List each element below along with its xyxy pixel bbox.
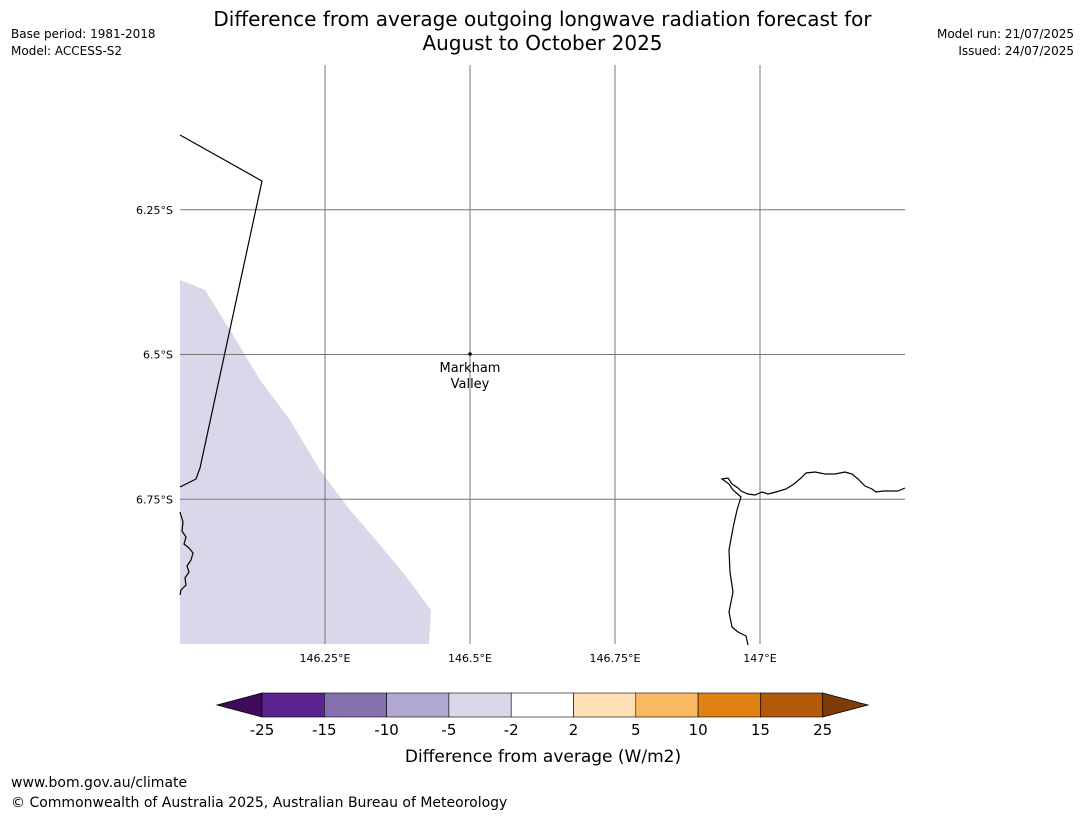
colorbar-segment bbox=[448, 692, 512, 718]
colorbar-legend bbox=[215, 692, 870, 718]
coastline-west bbox=[179, 511, 194, 596]
colorbar-tick-label: 15 bbox=[751, 721, 770, 739]
colorbar-segment bbox=[510, 692, 574, 718]
title-line-1: Difference from average outgoing longwav… bbox=[213, 7, 872, 31]
colorbar-tick-label: -2 bbox=[504, 721, 519, 739]
colorbar-tick-label: 5 bbox=[631, 721, 641, 739]
location-label-line-2: Valley bbox=[451, 377, 490, 392]
colorbar-tick-label: -5 bbox=[441, 721, 456, 739]
model-text: Model: ACCESS-S2 bbox=[11, 44, 123, 58]
colorbar-tick-label: 25 bbox=[813, 721, 832, 739]
latitude-label: 6.75°S bbox=[136, 493, 173, 506]
colorbar-extend-right bbox=[822, 692, 870, 718]
colorbar-segment bbox=[573, 692, 637, 718]
latitude-label: 6.5°S bbox=[143, 349, 173, 362]
page-title: Difference from average outgoing longwav… bbox=[180, 7, 905, 55]
longitude-label: 146.5°E bbox=[448, 652, 492, 665]
shaded-region bbox=[180, 280, 431, 644]
longitude-labels: 146.25°E 146.5°E 146.75°E 147°E bbox=[300, 652, 777, 665]
map-area: Markham Valley 146.25°E 146.5°E 146.75°E 14… bbox=[136, 65, 906, 665]
meta-right: Model run: 21/07/2025 Issued: 24/07/2025 bbox=[937, 26, 1074, 60]
map-grid bbox=[180, 65, 905, 644]
colorbar-segment bbox=[261, 692, 325, 718]
colorbar-segment bbox=[635, 692, 699, 718]
colorbar-tick-labels: -25 -15 -10 -5 -2 2 5 10 15 25 bbox=[250, 721, 832, 739]
colorbar-tick-label: 10 bbox=[689, 721, 708, 739]
colorbar-segment bbox=[697, 692, 761, 718]
latitude-labels: 6.25°S 6.5°S 6.75°S bbox=[136, 204, 173, 507]
coastline-east bbox=[720, 471, 906, 646]
colorbar-tick-label: -15 bbox=[312, 721, 337, 739]
colorbar-segment bbox=[323, 692, 387, 718]
colorbar-tick-label: -25 bbox=[250, 721, 275, 739]
border-line bbox=[179, 134, 263, 488]
colorbar-title: Difference from average (W/m2) bbox=[405, 747, 681, 767]
issued-text: Issued: 24/07/2025 bbox=[958, 44, 1074, 58]
location-label-line-1: Markham bbox=[440, 361, 501, 376]
footer-url: www.bom.gov.au/climate bbox=[11, 775, 188, 791]
title-line-2: August to October 2025 bbox=[422, 31, 663, 55]
colorbar-segment bbox=[760, 692, 824, 718]
meta-left: Base period: 1981-2018 Model: ACCESS-S2 bbox=[11, 26, 156, 60]
colorbar-segment bbox=[386, 692, 450, 718]
longitude-label: 146.25°E bbox=[300, 652, 351, 665]
markham-valley-marker bbox=[468, 352, 472, 356]
colorbar-extend-left bbox=[215, 692, 263, 718]
footer-copyright: © Commonwealth of Australia 2025, Austra… bbox=[11, 795, 508, 811]
model-run-text: Model run: 21/07/2025 bbox=[936, 27, 1074, 41]
base-period-text: Base period: 1981-2018 bbox=[11, 27, 156, 41]
latitude-label: 6.25°S bbox=[136, 204, 173, 217]
colorbar-tick-label: -10 bbox=[374, 721, 399, 739]
colorbar-tick-label: 2 bbox=[569, 721, 579, 739]
longitude-label: 146.75°E bbox=[590, 652, 641, 665]
longitude-label: 147°E bbox=[743, 652, 776, 665]
